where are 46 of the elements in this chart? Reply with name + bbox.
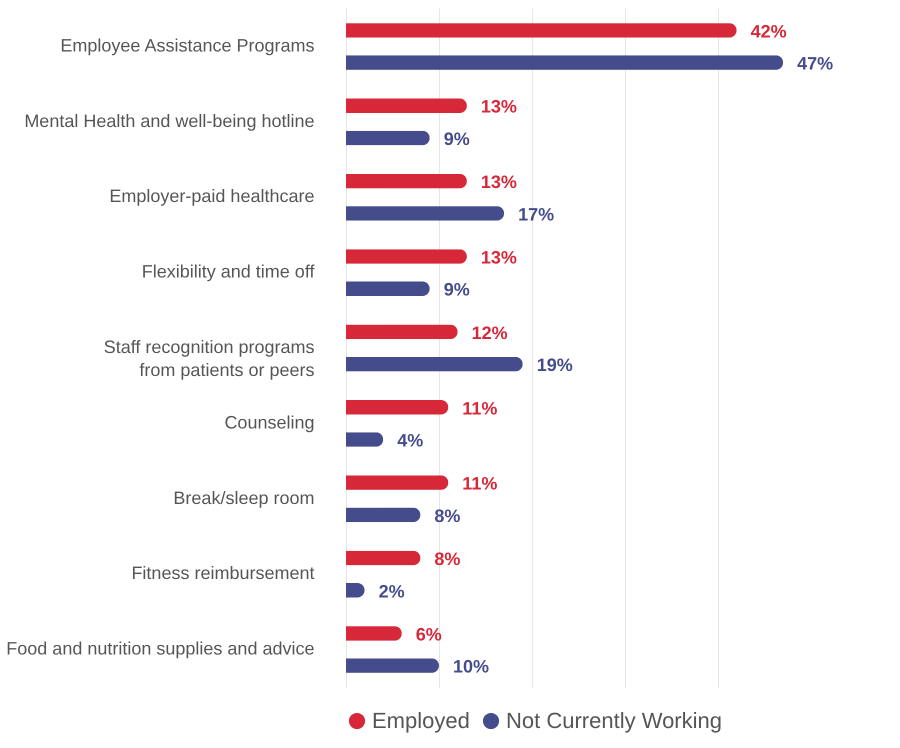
bar xyxy=(346,174,467,188)
data-label: 13% xyxy=(480,96,517,117)
bar xyxy=(346,356,523,372)
data-label: 4% xyxy=(397,430,424,451)
y-tick-label: Staff recognition programs from patients or peers xyxy=(104,337,314,380)
bar xyxy=(346,98,467,113)
data-label: 9% xyxy=(444,128,470,149)
data-label: 10% xyxy=(453,656,490,677)
data-label: 17% xyxy=(518,204,554,224)
y-tick-label: Mental Health and well-being hotline xyxy=(24,110,314,131)
bar xyxy=(346,400,448,415)
data-label: 2% xyxy=(378,581,405,602)
data-label: 8% xyxy=(434,506,460,526)
data-label: 11% xyxy=(462,398,498,418)
bar xyxy=(346,55,784,70)
bar xyxy=(346,130,430,146)
data-label: 8% xyxy=(434,549,460,570)
bar xyxy=(346,508,420,522)
y-tick-label: Break/sleep room xyxy=(173,488,314,508)
y-tick-label: Food and nutrition supplies and advice xyxy=(6,638,314,659)
bar xyxy=(346,658,439,673)
y-tick-label: Counseling xyxy=(224,412,314,432)
bar xyxy=(346,324,458,340)
bar xyxy=(346,550,420,566)
bar xyxy=(346,249,467,264)
y-tick-label: Fitness reimbursement xyxy=(131,563,314,584)
bar xyxy=(346,206,504,221)
bar xyxy=(346,23,737,38)
data-label: 19% xyxy=(536,355,573,376)
bar xyxy=(346,432,384,447)
data-label: 9% xyxy=(444,280,470,300)
bar xyxy=(346,475,448,490)
legend-label: Employed xyxy=(372,708,470,733)
bar xyxy=(346,626,402,641)
data-label: 11% xyxy=(462,474,498,494)
data-label: 6% xyxy=(416,624,442,644)
y-tick-label: Employer-paid healthcare xyxy=(109,186,314,206)
y-tick-label: Flexibility and time off xyxy=(142,262,316,282)
data-label: 12% xyxy=(472,322,508,343)
data-label: 13% xyxy=(480,172,517,192)
data-label: 42% xyxy=(750,21,787,42)
data-label: 47% xyxy=(797,54,834,74)
data-label: 13% xyxy=(480,247,517,268)
legend-label: Not Currently Working xyxy=(506,708,722,733)
y-tick-label: Employee Assistance Programs xyxy=(60,35,314,56)
bar xyxy=(346,281,430,296)
